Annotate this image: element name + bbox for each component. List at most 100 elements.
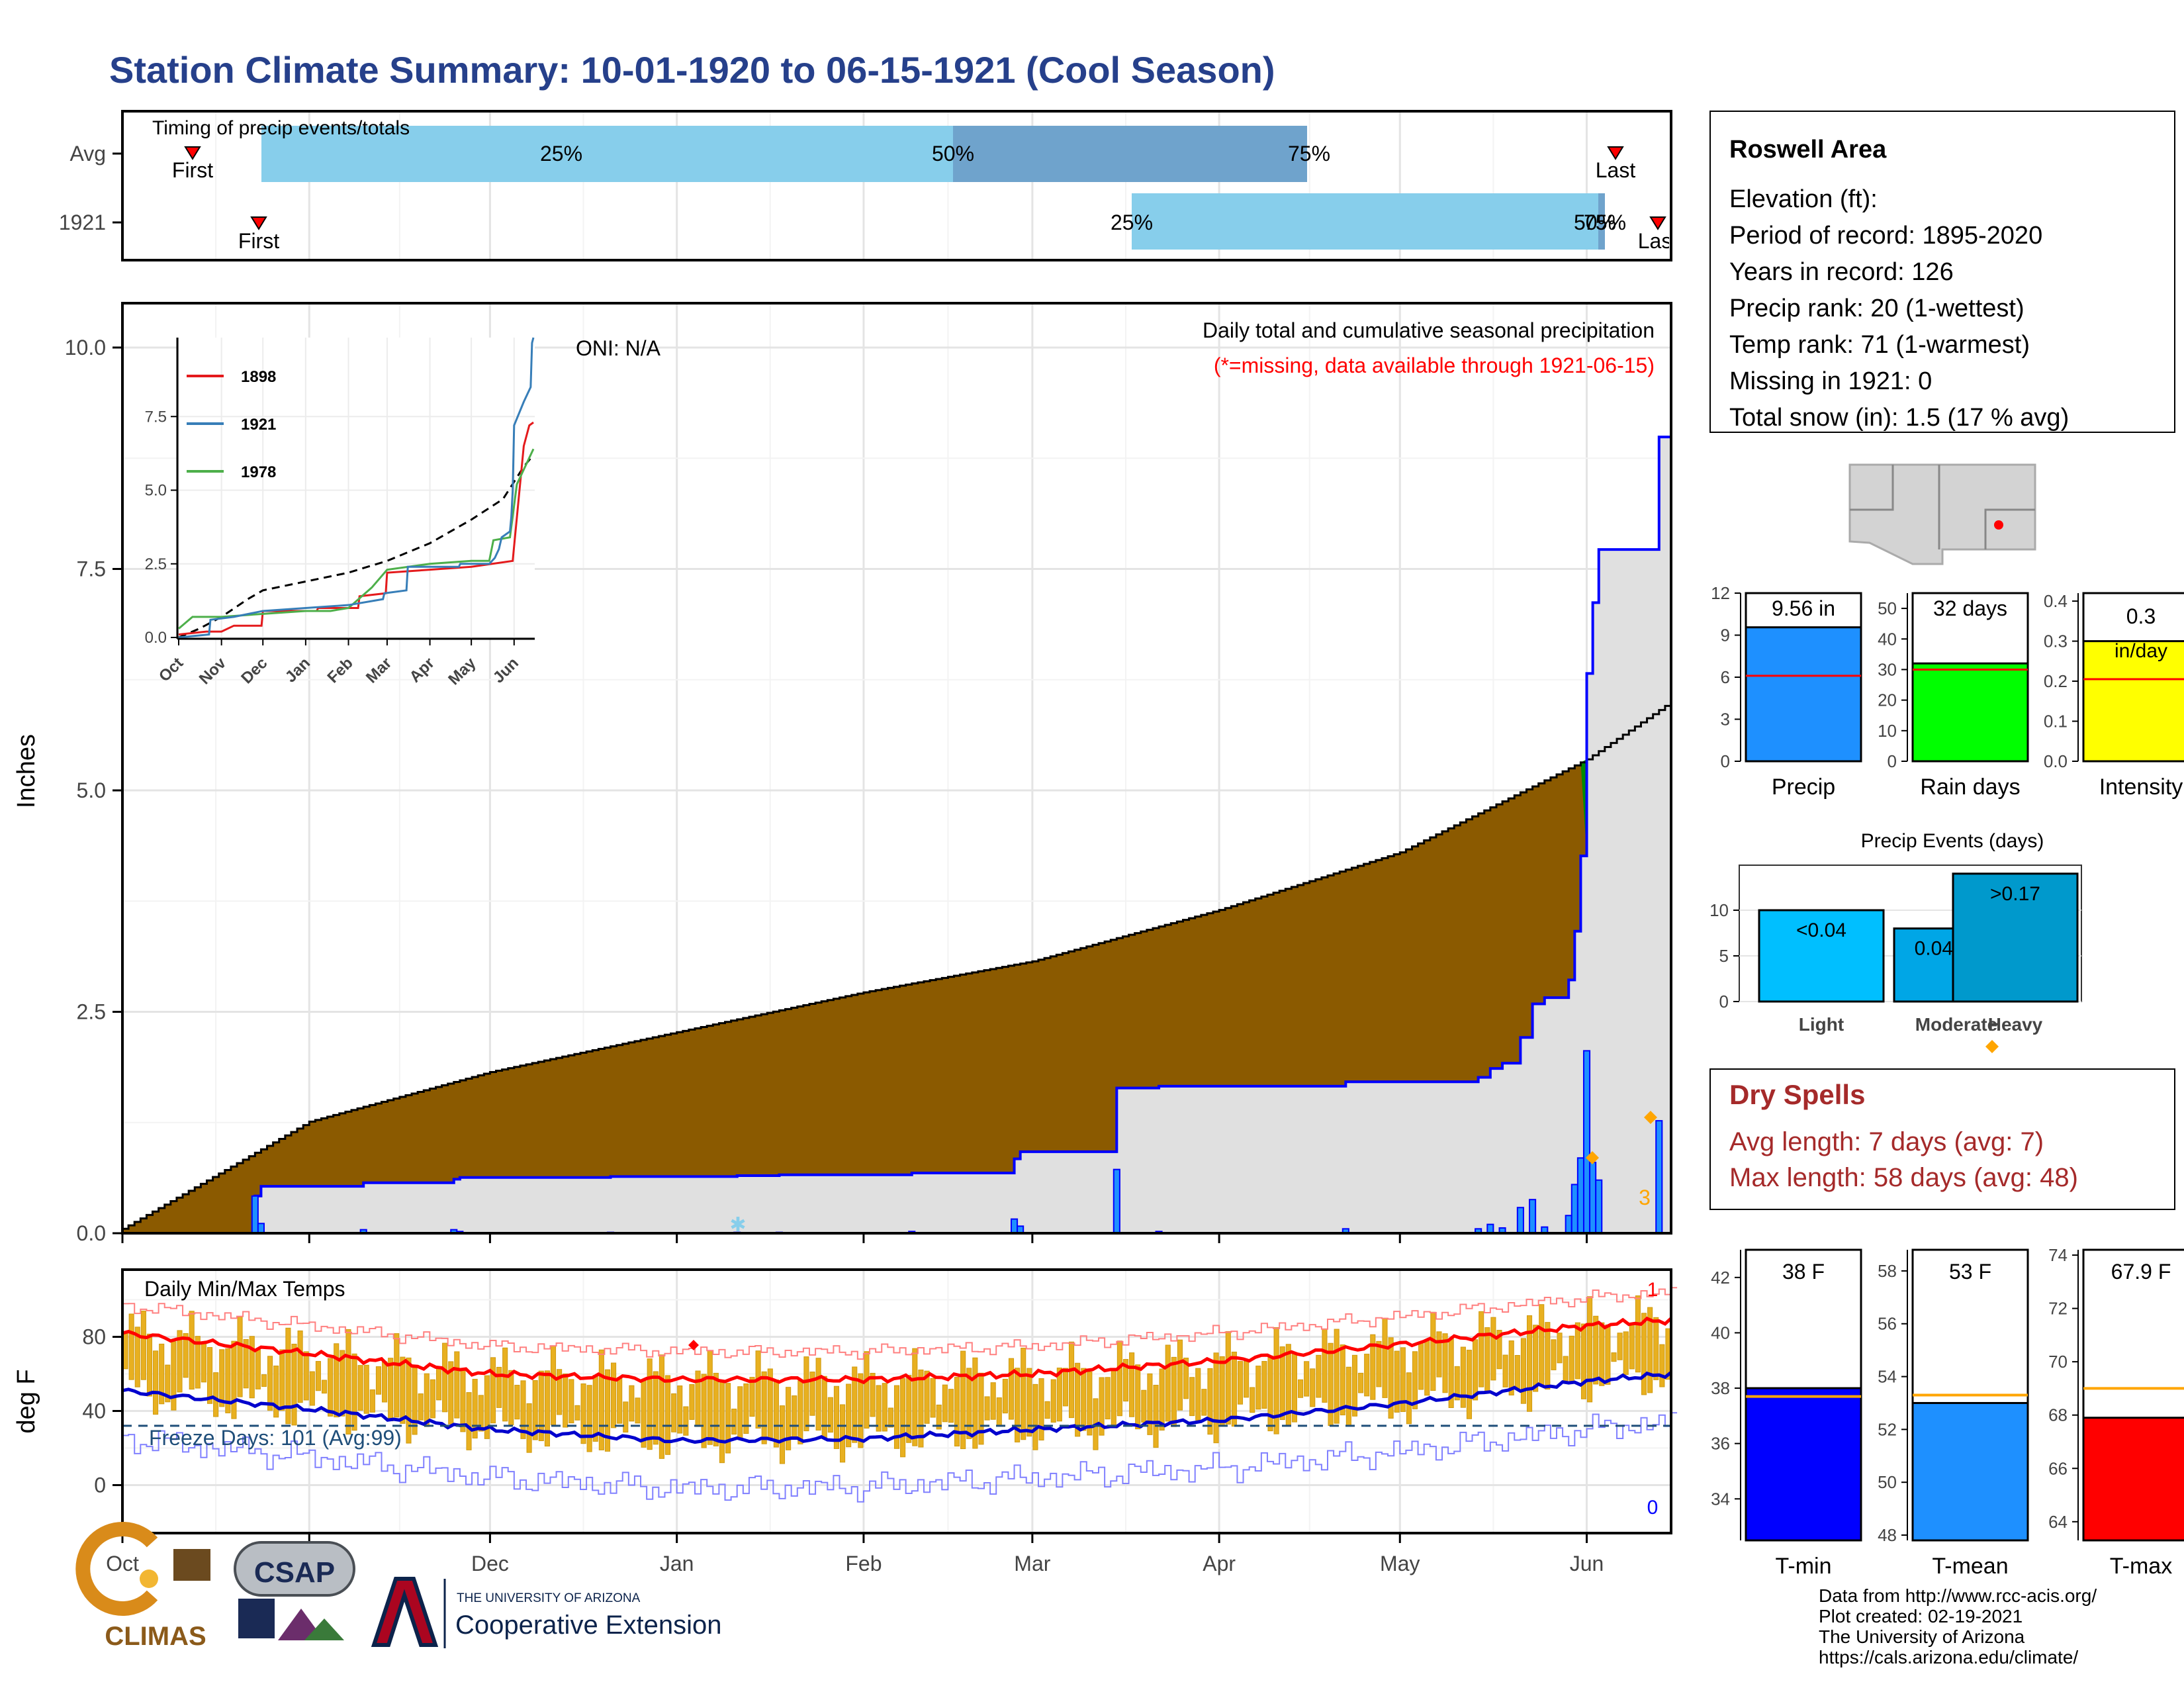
daily-temp-bar bbox=[1479, 1311, 1484, 1387]
month-tick-label: Mar bbox=[1014, 1552, 1050, 1575]
stat-bar-tick: 10 bbox=[1878, 721, 1897, 741]
daily-temp-bar bbox=[526, 1403, 532, 1453]
daily-temp-bar bbox=[1244, 1360, 1250, 1398]
daily-temp-bar bbox=[532, 1380, 538, 1440]
daily-temp-bar bbox=[153, 1350, 159, 1415]
precip-events-title: Precip Events (days) bbox=[1861, 830, 2044, 852]
daily-temp-bar bbox=[1473, 1339, 1479, 1401]
stat-bar-tick: 0.1 bbox=[2044, 712, 2068, 731]
stat-bar-tick: 0.4 bbox=[2044, 591, 2068, 611]
avg-last-label: Last bbox=[1596, 158, 1636, 182]
daily-temp-bar bbox=[340, 1350, 345, 1417]
daily-temp-bar bbox=[442, 1342, 448, 1413]
page-title: Station Climate Summary: 10-01-1920 to 0… bbox=[109, 49, 1275, 91]
daily-temp-bar bbox=[418, 1393, 424, 1421]
daily-temp-bar bbox=[664, 1375, 671, 1455]
daily-temp-bar bbox=[315, 1361, 321, 1391]
daily-temp-bar bbox=[803, 1356, 809, 1432]
daily-temp-bar bbox=[647, 1358, 653, 1450]
daily-temp-bar bbox=[1659, 1344, 1665, 1387]
precip-events-category: Light bbox=[1799, 1014, 1844, 1035]
daily-temp-bar bbox=[1490, 1317, 1496, 1381]
temp-bar-tick: 42 bbox=[1711, 1268, 1730, 1288]
stat-bar-tick: 0 bbox=[1721, 751, 1730, 771]
daily-temp-bar bbox=[1351, 1354, 1358, 1417]
temp-bar-tick: 72 bbox=[2048, 1299, 2068, 1319]
daily-temp-bar bbox=[1032, 1383, 1038, 1450]
daily-temp-bar bbox=[146, 1333, 153, 1397]
daily-temp-bar bbox=[1122, 1359, 1129, 1402]
daily-temp-bar bbox=[1304, 1361, 1310, 1397]
daily-temp-bar bbox=[502, 1347, 508, 1422]
daily-temp-bar bbox=[321, 1380, 328, 1394]
daily-temp-bar bbox=[400, 1356, 406, 1424]
daily-temp-bar bbox=[213, 1372, 219, 1417]
inset-x-tick: Feb bbox=[324, 654, 357, 686]
daily-temp-bar bbox=[1165, 1344, 1171, 1422]
daily-temp-bar bbox=[1587, 1296, 1593, 1403]
temp-panel: 0 40 80 deg F Daily Min/Max Temps Freeze D… bbox=[13, 1268, 1678, 1575]
daily-temp-bar bbox=[1002, 1378, 1008, 1414]
daily-temp-bar bbox=[1569, 1335, 1574, 1382]
stat-bar-tick: 3 bbox=[1721, 710, 1730, 729]
daily-temp-bar bbox=[140, 1310, 146, 1380]
daily-temp-bar bbox=[1502, 1354, 1508, 1387]
daily-temp-bar bbox=[460, 1369, 466, 1432]
precip-events-y-tick: 10 bbox=[1709, 900, 1729, 920]
daily-temp-bar bbox=[1195, 1368, 1201, 1421]
daily-temp-bar bbox=[840, 1404, 846, 1463]
daily-temp-bar bbox=[1526, 1315, 1533, 1412]
daily-temp-bar bbox=[1044, 1401, 1050, 1419]
daily-temp-bar bbox=[466, 1392, 472, 1450]
daily-temp-bar bbox=[1484, 1327, 1490, 1393]
daily-temp-bar bbox=[1116, 1340, 1122, 1417]
daily-temp-bar bbox=[430, 1379, 435, 1419]
daily-temp-bar bbox=[918, 1369, 924, 1448]
daily-temp-bar bbox=[1310, 1368, 1316, 1407]
daily-temp-bar bbox=[261, 1374, 267, 1387]
info-line: Total snow (in): 1.5 (17 % avg) bbox=[1729, 404, 2069, 432]
temp-stat-bars: 34 36 38 40 42 38 F T-min 48 50 52 54 56 58 53 F T-mea… bbox=[1711, 1245, 2184, 1579]
daily-temp-bar bbox=[412, 1367, 418, 1435]
footer-line-4: https://cals.arizona.edu/climate/ bbox=[1819, 1647, 2078, 1667]
daily-temp-bar bbox=[592, 1375, 598, 1442]
footer: CLIMAS CSAP THE UNIVERSITY OF ARIZONA Co… bbox=[75, 1522, 2097, 1667]
precip-count-label: 3 bbox=[1639, 1186, 1651, 1209]
daily-temp-bar bbox=[1533, 1325, 1539, 1392]
year-q75-label: 75% bbox=[1584, 211, 1626, 234]
daily-temp-bar bbox=[683, 1406, 689, 1436]
daily-temp-bar bbox=[858, 1373, 864, 1448]
average-max-line bbox=[122, 1316, 1672, 1385]
inset-x-tick: Apr bbox=[406, 654, 437, 686]
daily-temp-bar bbox=[484, 1375, 490, 1439]
precip-y-tick: 7.5 bbox=[77, 557, 106, 581]
daily-temp-bar bbox=[1322, 1329, 1328, 1403]
daily-temp-bar bbox=[1520, 1338, 1526, 1404]
inset-line-1898 bbox=[178, 421, 534, 636]
daily-precip-bar bbox=[1655, 1120, 1663, 1234]
month-tick-label: Jan bbox=[660, 1552, 694, 1575]
daily-temp-bar bbox=[255, 1349, 261, 1389]
temp-bar-name: T-min bbox=[1776, 1554, 1832, 1579]
stat-bar-value: 9.56 in bbox=[1772, 596, 1835, 620]
daily-temp-bar bbox=[611, 1362, 617, 1429]
record-max-count: 1 bbox=[1647, 1279, 1659, 1301]
year-last-marker bbox=[1649, 216, 1666, 230]
timing-row-year: 1921 bbox=[59, 211, 106, 234]
daily-temp-bar bbox=[201, 1343, 206, 1383]
daily-temp-bar bbox=[1623, 1331, 1629, 1375]
daily-temp-bar bbox=[435, 1366, 442, 1401]
daily-temp-bar bbox=[1466, 1350, 1473, 1419]
stat-bar-value: 0.3 bbox=[2126, 604, 2156, 628]
daily-temp-bar bbox=[1424, 1340, 1430, 1396]
avg-last-marker bbox=[1607, 146, 1624, 160]
daily-temp-bar bbox=[689, 1384, 695, 1420]
daily-temp-bar bbox=[1099, 1377, 1105, 1436]
daily-temp-bar bbox=[731, 1409, 737, 1435]
daily-precip-bar bbox=[1565, 1215, 1572, 1234]
daily-temp-bar bbox=[1358, 1372, 1364, 1393]
daily-temp-bar bbox=[297, 1330, 303, 1403]
daily-temp-bar bbox=[797, 1380, 803, 1444]
cumulative-1921-line bbox=[122, 386, 1672, 1235]
